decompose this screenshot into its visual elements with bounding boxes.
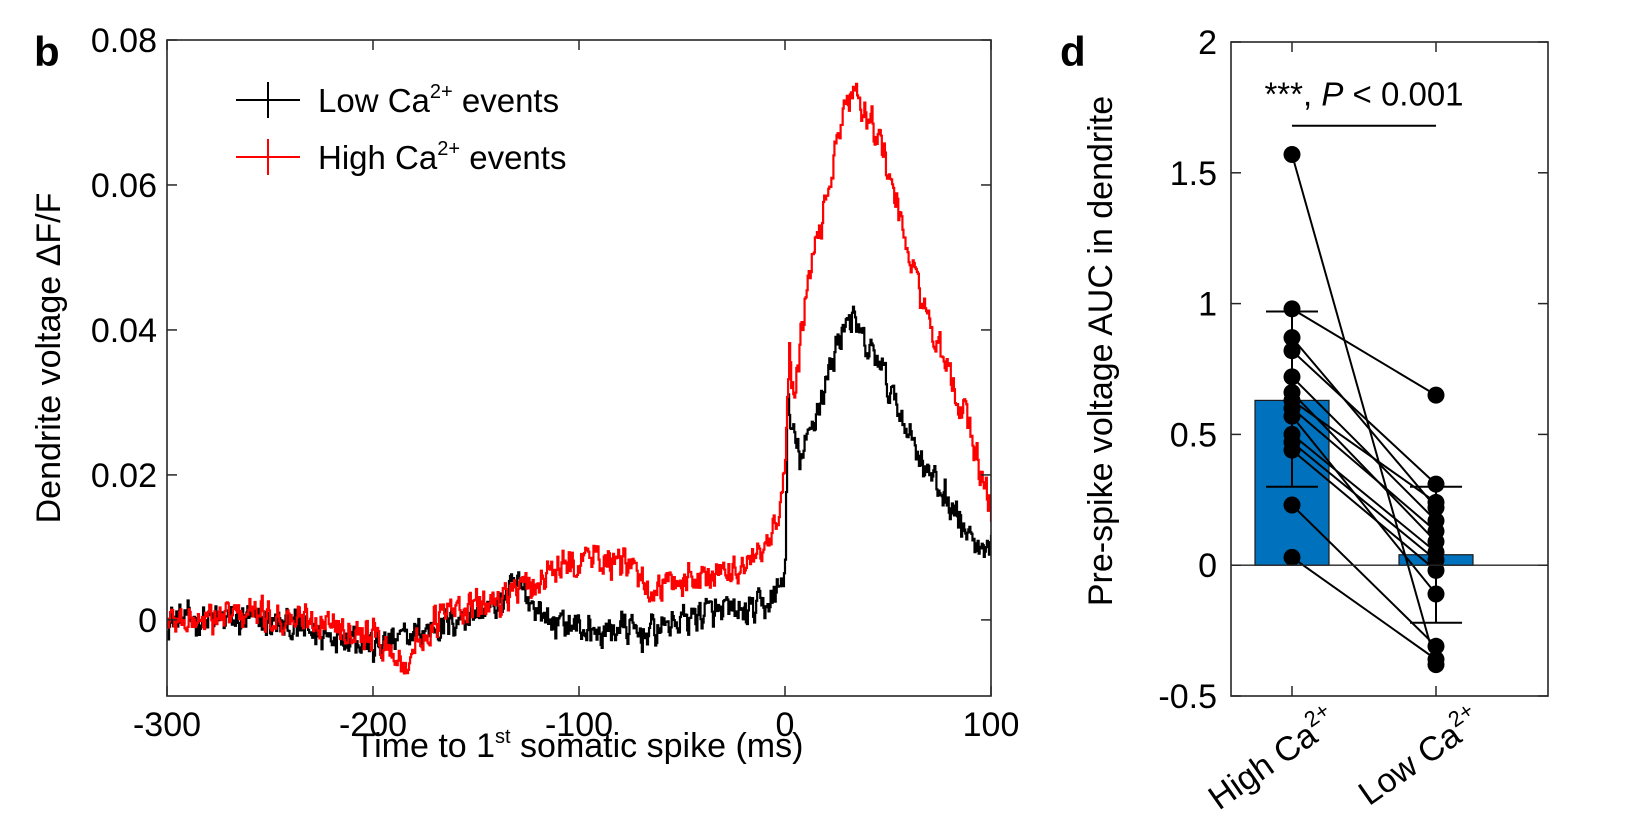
significance-label: ***, P < 0.001: [1264, 76, 1463, 113]
trace-group: [167, 82, 991, 675]
y-axis-label-d: Pre-spike voltage AUC in dendrite: [1082, 96, 1120, 606]
plot-frame-d: [1230, 41, 1549, 697]
y-tick-label: 1: [1198, 286, 1217, 324]
data-point-high-ca: [1283, 441, 1301, 459]
plot-frame-b: [166, 39, 992, 697]
x-tick-label: -100: [545, 706, 613, 744]
paired-line: [1291, 399, 1437, 504]
data-point-low-ca: [1427, 386, 1445, 404]
data-point-low-ca: [1427, 475, 1445, 493]
y-axis-label-b: Dendrite voltage ΔF/F: [30, 193, 68, 524]
y-tick-label: 0.06: [91, 167, 157, 205]
y-tick-label: 0.5: [1170, 416, 1217, 454]
y-tick-label: 2: [1198, 24, 1217, 62]
high-ca-trace: [167, 82, 991, 675]
x-axis-b: -300 -200 -100 0 100: [133, 40, 1019, 744]
low-ca-trace: [167, 305, 991, 663]
data-point-high-ca: [1283, 145, 1301, 163]
significance-annotation: ***, P < 0.001: [1264, 76, 1464, 127]
data-point-high-ca: [1283, 329, 1301, 347]
data-point-high-ca: [1283, 496, 1301, 514]
y-tick-label: 0.02: [91, 457, 157, 495]
data-point-low-ca: [1427, 650, 1445, 668]
paired-line: [1291, 154, 1437, 665]
data-points: [1283, 145, 1445, 674]
x-tick-label: Low Ca2+: [1349, 697, 1489, 813]
paired-line: [1291, 415, 1437, 595]
data-point-low-ca: [1427, 493, 1445, 511]
paired-line: [1291, 449, 1437, 572]
data-point-low-ca: [1427, 585, 1445, 603]
data-point-high-ca: [1283, 407, 1301, 425]
panel-d-paired-bar-chart: d -0.5 0 0.5 1 1.5 2 High Ca2+Low Ca2+ Pre-sp…: [1060, 24, 1549, 817]
x-tick-label: -200: [339, 706, 407, 744]
data-point-high-ca: [1283, 300, 1301, 318]
x-axis-label-b: Time to 1st somatic spike (ms): [355, 726, 804, 765]
paired-line: [1291, 556, 1437, 661]
data-point-low-ca: [1427, 637, 1445, 655]
x-tick-label: -300: [133, 706, 201, 744]
panel-letter-b: b: [34, 28, 60, 75]
panel-letter-d: d: [1060, 28, 1086, 75]
data-point-low-ca: [1427, 561, 1445, 579]
paired-line: [1291, 307, 1437, 397]
paired-line: [1291, 407, 1437, 532]
paired-line: [1291, 504, 1437, 648]
y-tick-label: 0.08: [91, 22, 157, 60]
legend-label: Low Ca2+ events: [318, 81, 559, 119]
paired-line: [1291, 441, 1437, 561]
y-tick-label: 0.04: [91, 312, 157, 350]
legend-label: High Ca2+ events: [318, 138, 566, 176]
x-tick-label: 0: [776, 706, 795, 744]
x-tick-label: 100: [963, 706, 1020, 744]
y-tick-label: 0: [1198, 547, 1217, 585]
paired-line: [1291, 376, 1437, 522]
data-point-high-ca: [1283, 368, 1301, 386]
data-point-low-ca: [1427, 522, 1445, 540]
y-axis-d: -0.5 0 0.5 1 1.5 2: [1158, 24, 1548, 716]
legend: Low Ca2+ events High Ca2+ events: [236, 81, 566, 176]
paired-line: [1291, 349, 1437, 485]
data-point-high-ca: [1283, 342, 1301, 360]
legend-item: Low Ca2+ events: [236, 81, 559, 119]
y-axis-b: 0 0.02 0.04 0.06 0.08: [91, 22, 991, 640]
y-tick-label: 1.5: [1170, 155, 1217, 193]
legend-item: High Ca2+ events: [236, 138, 566, 176]
y-tick-label: -0.5: [1158, 678, 1217, 716]
paired-line: [1291, 433, 1437, 553]
y-tick-label: 0: [138, 602, 157, 640]
paired-line: [1291, 336, 1437, 509]
panel-b-time-course-chart: b -300 -200 -100 0 100 0 0.02 0.04 0.06 0.08 Tim…: [30, 22, 1019, 765]
x-tick-label: High Ca2+: [1199, 697, 1345, 817]
data-point-high-ca: [1283, 548, 1301, 566]
